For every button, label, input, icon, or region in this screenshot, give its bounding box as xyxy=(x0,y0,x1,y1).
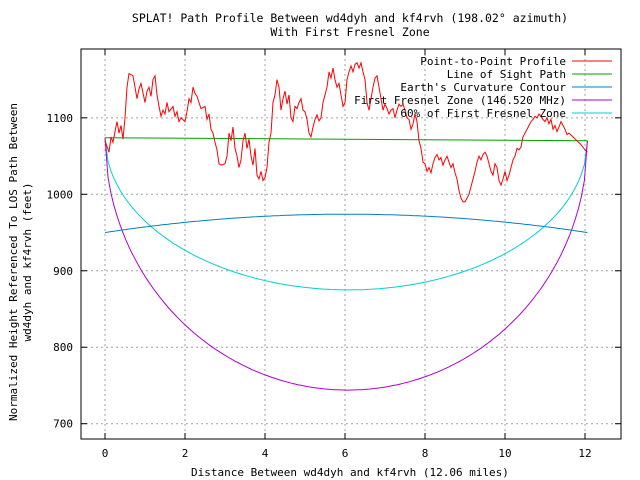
series-line-1 xyxy=(104,137,588,142)
x-tick-label: 0 xyxy=(102,447,109,460)
y-tick-label: 700 xyxy=(53,418,73,431)
y-tick-label: 1000 xyxy=(47,188,74,201)
y-tick-label: 1100 xyxy=(47,112,74,125)
legend-label: Line of Sight Path xyxy=(447,68,566,81)
x-tick-label: 6 xyxy=(342,447,349,460)
x-tick-label: 4 xyxy=(262,447,269,460)
chart-subtitle: With First Fresnel Zone xyxy=(270,25,429,39)
series-line-2 xyxy=(104,213,588,233)
y-axis-label-line-2: wd4dyh and kf4rvh (feet) xyxy=(21,183,34,342)
x-tick-label: 10 xyxy=(498,447,511,460)
x-axis-label: Distance Between wd4dyh and kf4rvh (12.0… xyxy=(191,466,509,479)
x-tick-label: 12 xyxy=(578,447,591,460)
legend-label: Point-to-Point Profile xyxy=(420,55,566,68)
y-axis-label-line-1: Normalized Height Referenced To LOS Path… xyxy=(7,103,20,421)
y-tick-label: 900 xyxy=(53,265,73,278)
x-tick-label: 8 xyxy=(422,447,429,460)
plot-border xyxy=(80,48,622,440)
legend-label: Earth's Curvature Contour xyxy=(400,81,566,94)
series-line-4 xyxy=(104,137,588,291)
axis-ticks: 0 2 4 6 8 10 12 700 800 900 1000 1100 xyxy=(47,49,621,460)
legend-label: First Fresnel Zone (146.520 MHz) xyxy=(354,94,566,107)
series-line-3 xyxy=(104,137,588,391)
legend-label: 60% of First Fresnel Zone xyxy=(400,107,566,120)
y-tick-label: 800 xyxy=(53,341,73,354)
chart-title: SPLAT! Path Profile Between wd4dyh and k… xyxy=(132,11,568,25)
series-line-0 xyxy=(104,61,588,203)
grid-lines xyxy=(81,49,621,439)
x-tick-label: 2 xyxy=(182,447,189,460)
series-layer xyxy=(104,61,588,391)
